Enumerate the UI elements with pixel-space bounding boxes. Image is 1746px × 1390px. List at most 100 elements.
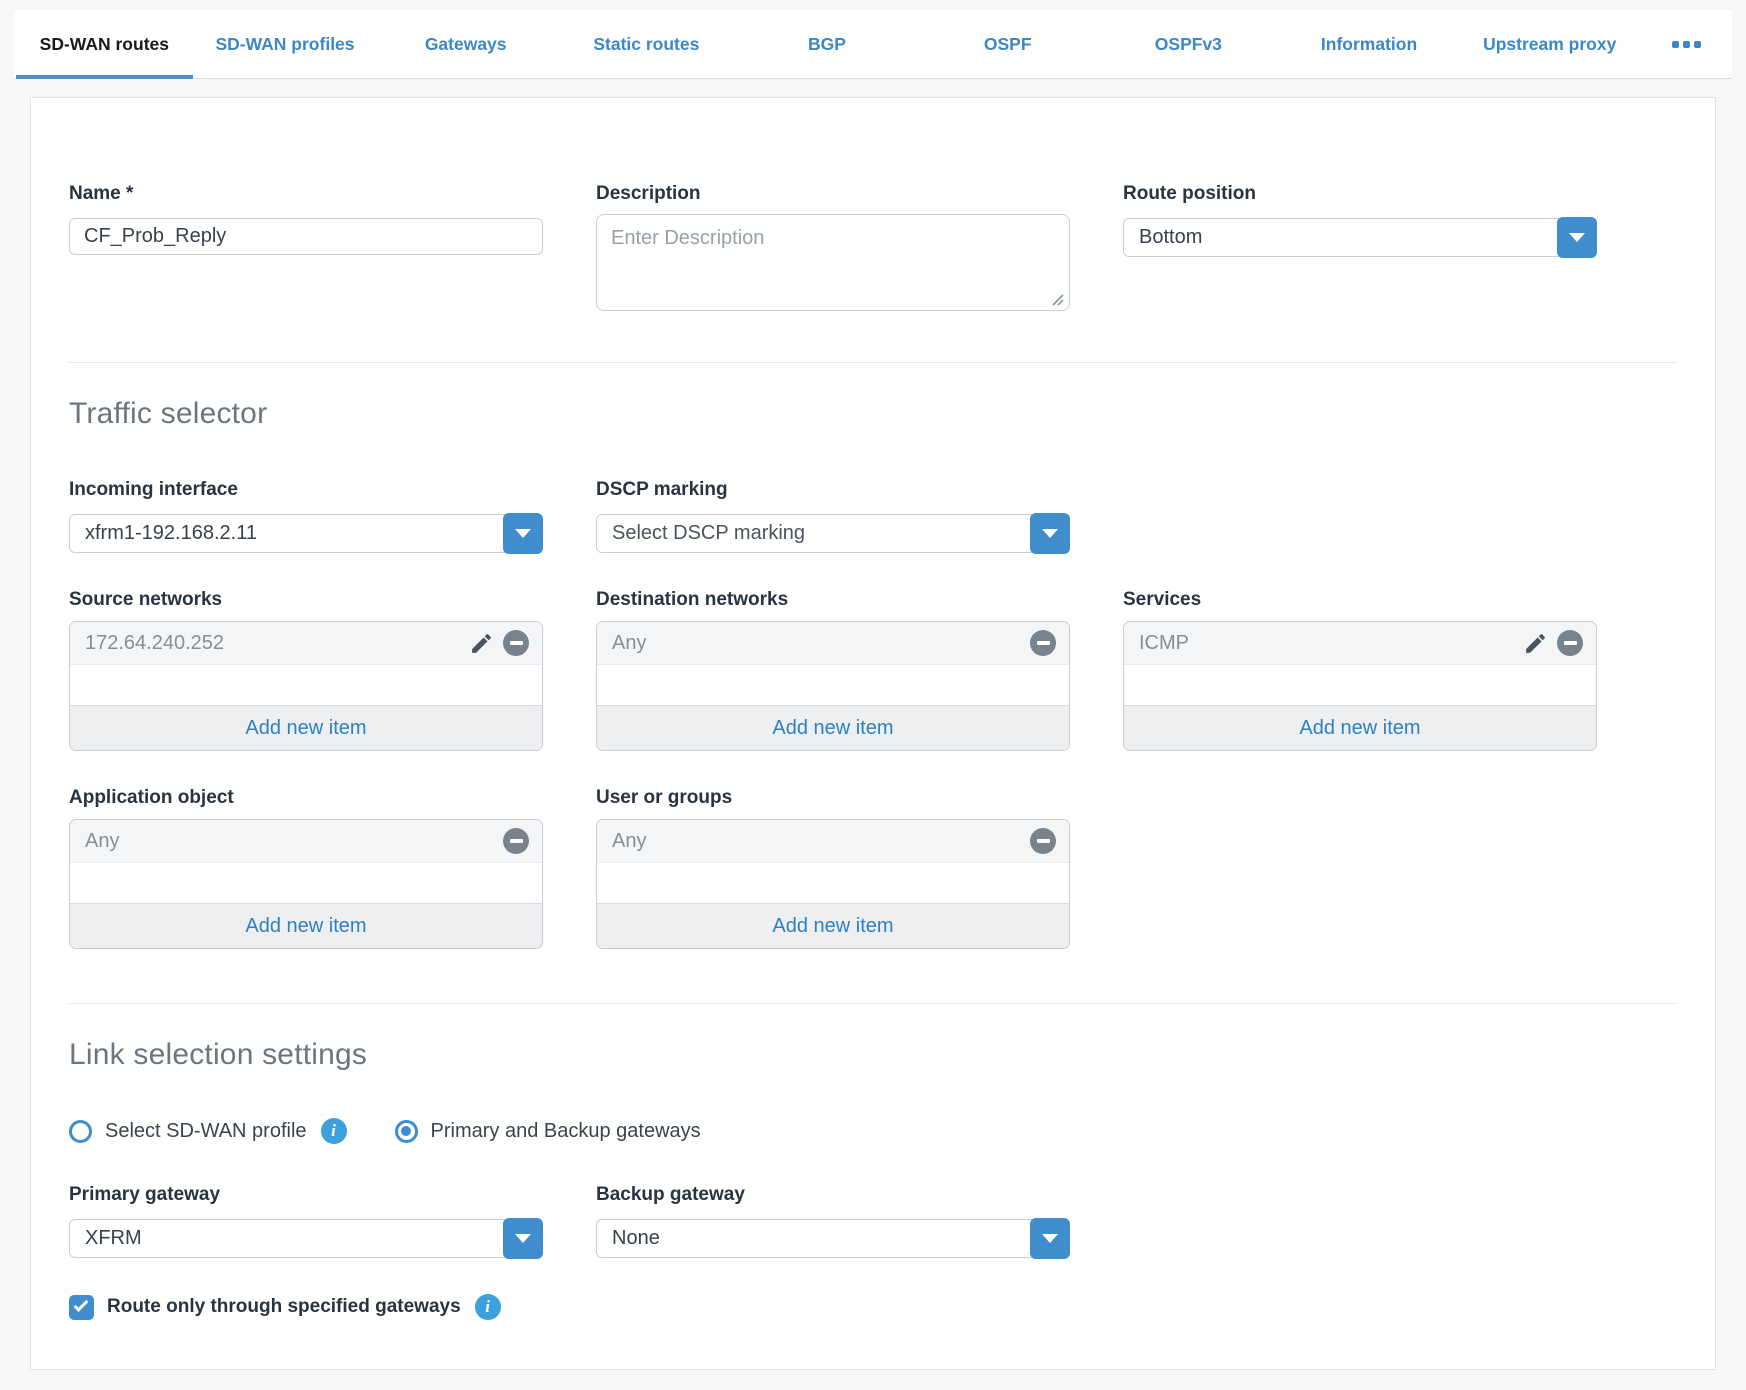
primary-gateway-select[interactable]: XFRM [69,1218,543,1259]
user-or-groups-listbox: Any Add new item [596,819,1070,949]
name-input[interactable] [69,218,543,255]
incoming-interface-value: xfrm1-192.168.2.11 [85,522,257,544]
destination-networks-listbox: Any Add new item [596,621,1070,751]
list-item-text: Any [612,829,647,852]
application-object-label: Application object [69,787,234,808]
gateways-row: Primary gateway XFRM Backup gateway None [31,1184,1715,1259]
tab-ospfv3[interactable]: OSPFv3 [1098,10,1279,78]
check-icon [73,1296,89,1312]
remove-icon[interactable] [1030,828,1056,854]
sdwan-route-editor-screen: SD-WAN routes SD-WAN profiles Gateways S… [0,10,1746,1390]
traffic-selector-heading: Traffic selector [69,397,268,430]
list-item: 172.64.240.252 [70,622,542,665]
list-item: Any [597,622,1069,665]
tab-label: Upstream proxy [1483,33,1617,54]
info-icon[interactable]: i [474,1294,501,1320]
tab-label: BGP [808,33,846,54]
more-tabs-button[interactable] [1640,10,1732,78]
route-position-label: Route position [1123,183,1256,204]
route-only-checkbox-row: Route only through specified gateways i [69,1294,1677,1320]
route-position-value: Bottom [1139,226,1203,248]
pencil-icon[interactable] [1523,631,1548,656]
incoming-interface-label: Incoming interface [69,479,238,500]
tab-bar: SD-WAN routes SD-WAN profiles Gateways S… [14,10,1732,79]
services-listbox: ICMP Add new item [1123,621,1597,751]
dscp-marking-select[interactable]: Select DSCP marking [596,513,1070,554]
chevron-down-icon[interactable] [503,513,543,554]
backup-gateway-select[interactable]: None [596,1218,1070,1259]
name-field-group: Name * [69,183,543,255]
source-networks-label: Source networks [69,589,223,610]
services-group: Services ICMP Add new item [1123,589,1597,751]
tab-label: SD-WAN routes [39,33,169,54]
tab-information[interactable]: Information [1279,10,1460,78]
tab-bgp[interactable]: BGP [737,10,918,78]
info-icon[interactable]: i [320,1118,347,1144]
chevron-down-icon[interactable] [1030,1218,1070,1259]
route-only-checkbox-label: Route only through specified gateways [107,1296,461,1317]
list-item: Any [70,820,542,863]
add-new-item-button[interactable]: Add new item [1124,705,1596,750]
add-new-item-button[interactable]: Add new item [70,705,542,750]
backup-gateway-group: Backup gateway None [596,1184,1070,1259]
route-only-checkbox[interactable] [69,1294,94,1320]
pencil-icon[interactable] [469,631,494,656]
tab-label: Information [1320,33,1418,54]
tab-upstream-proxy[interactable]: Upstream proxy [1459,10,1640,78]
add-new-item-button[interactable]: Add new item [597,705,1069,750]
radio-selected-icon[interactable] [394,1119,418,1143]
destination-networks-label: Destination networks [596,589,789,610]
backup-gateway-label: Backup gateway [596,1184,745,1205]
remove-icon[interactable] [503,630,529,656]
general-fields-row: Name * Description Route position Bottom [31,183,1715,316]
chevron-down-icon[interactable] [1030,513,1070,554]
dscp-marking-value: Select DSCP marking [612,522,806,544]
incoming-interface-select[interactable]: xfrm1-192.168.2.11 [69,513,543,554]
add-new-item-button[interactable]: Add new item [70,903,542,948]
tab-static-routes[interactable]: Static routes [556,10,737,78]
tab-sdwan-profiles[interactable]: SD-WAN profiles [195,10,376,78]
application-object-group: Application object Any Add new item [69,787,543,949]
backup-gateway-value: None [612,1227,660,1249]
tab-ospf[interactable]: OSPF [917,10,1098,78]
dscp-marking-label: DSCP marking [596,479,728,500]
radio-label: Primary and Backup gateways [430,1119,701,1142]
list-item-text: Any [612,631,647,654]
source-networks-group: Source networks 172.64.240.252 Add new i… [69,589,543,751]
application-object-listbox: Any Add new item [69,819,543,949]
list-item: ICMP [1124,622,1596,665]
ellipsis-icon [1671,40,1701,48]
list-item-text: Any [85,829,120,852]
source-networks-listbox: 172.64.240.252 Add new item [69,621,543,751]
radio-select-sdwan-profile[interactable]: Select SD-WAN profile i [69,1118,347,1144]
resize-grip-icon[interactable] [1050,292,1064,306]
list-item-text: ICMP [1139,631,1189,654]
app-users-row: Application object Any Add new item User… [31,787,1715,949]
radio-primary-backup-gateways[interactable]: Primary and Backup gateways [394,1119,701,1143]
tab-gateways[interactable]: Gateways [375,10,556,78]
list-item-text: 172.64.240.252 [85,631,225,654]
section-divider [69,362,1677,363]
route-position-field-group: Route position Bottom [1123,183,1597,258]
primary-gateway-value: XFRM [85,1227,142,1249]
tab-label: OSPFv3 [1154,33,1222,54]
remove-icon[interactable] [503,828,529,854]
radio-icon[interactable] [69,1119,92,1143]
chevron-down-icon[interactable] [1557,217,1597,258]
route-position-select[interactable]: Bottom [1123,217,1597,258]
remove-icon[interactable] [1030,630,1056,656]
destination-networks-group: Destination networks Any Add new item [596,589,1070,751]
user-or-groups-group: User or groups Any Add new item [596,787,1070,949]
link-selection-radio-row: Select SD-WAN profile i Primary and Back… [69,1118,1677,1144]
description-label: Description [596,183,701,204]
route-form-card: Name * Description Route position Bottom [30,97,1716,1370]
section-divider [69,1003,1677,1004]
tab-label: OSPF [983,33,1032,54]
add-new-item-button[interactable]: Add new item [597,903,1069,948]
tab-label: Gateways [424,33,507,54]
description-textarea[interactable] [596,214,1070,311]
chevron-down-icon[interactable] [503,1218,543,1259]
tab-sdwan-routes[interactable]: SD-WAN routes [14,10,195,79]
tab-label: SD-WAN profiles [215,33,355,54]
remove-icon[interactable] [1557,630,1583,656]
